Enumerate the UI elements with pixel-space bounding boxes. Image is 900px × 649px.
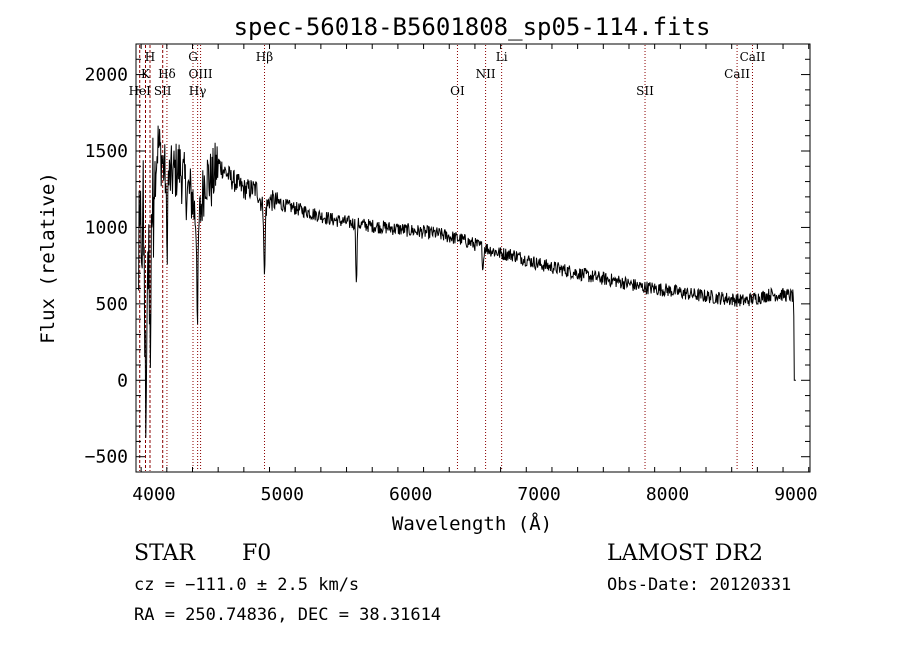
x-axis-label: Wavelength (Å) xyxy=(392,512,552,535)
line-marker-label: Hγ xyxy=(189,84,207,98)
y-axis-label: Flux (relative) xyxy=(37,172,59,344)
y-tick-label: 500 xyxy=(95,294,128,315)
line-marker-label: SII xyxy=(154,84,172,98)
spectrum-line xyxy=(138,125,796,438)
y-axis-ticks: −500 0 500 1000 1500 2000 xyxy=(85,43,810,473)
y-tick-label: 2000 xyxy=(85,65,128,86)
line-marker-label: Hδ xyxy=(158,67,176,81)
line-marker-label: HeI xyxy=(129,84,152,98)
x-tick-label: 8000 xyxy=(646,484,689,505)
line-marker-label: Hβ xyxy=(256,50,273,64)
chart-title: spec-56018-B5601808_sp05-114.fits xyxy=(234,13,711,41)
line-marker-label: H xyxy=(145,50,155,64)
line-marker-label: K xyxy=(141,67,151,81)
line-marker-label: NII xyxy=(476,67,496,81)
obs-date-text: Obs-Date: 20120331 xyxy=(607,575,791,595)
line-marker-label: OIII xyxy=(189,67,213,81)
coordinates-text: RA = 250.74836, DEC = 38.31614 xyxy=(134,605,441,625)
x-tick-label: 6000 xyxy=(389,484,432,505)
line-marker-label: SII xyxy=(636,84,654,98)
y-tick-label: 0 xyxy=(117,370,128,391)
subclass: F0 xyxy=(242,541,271,566)
redshift-text: cz = −111.0 ± 2.5 km/s xyxy=(134,575,359,595)
x-tick-label: 5000 xyxy=(261,484,304,505)
y-tick-label: 1500 xyxy=(85,141,128,162)
x-axis-ticks: 4000 5000 6000 7000 8000 9000 xyxy=(132,44,818,505)
plot-frame xyxy=(135,43,811,473)
object-class: STAR xyxy=(134,541,196,566)
survey-name: LAMOST DR2 xyxy=(607,541,763,566)
line-marker-label: Li xyxy=(496,50,508,64)
emission-line-markers xyxy=(139,45,753,471)
line-marker-label: OI xyxy=(450,84,465,98)
y-tick-label: −500 xyxy=(85,447,128,468)
x-tick-label: 4000 xyxy=(132,484,175,505)
line-marker-label: CaII xyxy=(724,67,750,81)
line-marker-label: CaII xyxy=(740,50,766,64)
y-tick-label: 1000 xyxy=(85,217,128,238)
line-marker-label: G xyxy=(188,50,198,64)
x-tick-label: 7000 xyxy=(517,484,560,505)
x-tick-label: 9000 xyxy=(774,484,817,505)
